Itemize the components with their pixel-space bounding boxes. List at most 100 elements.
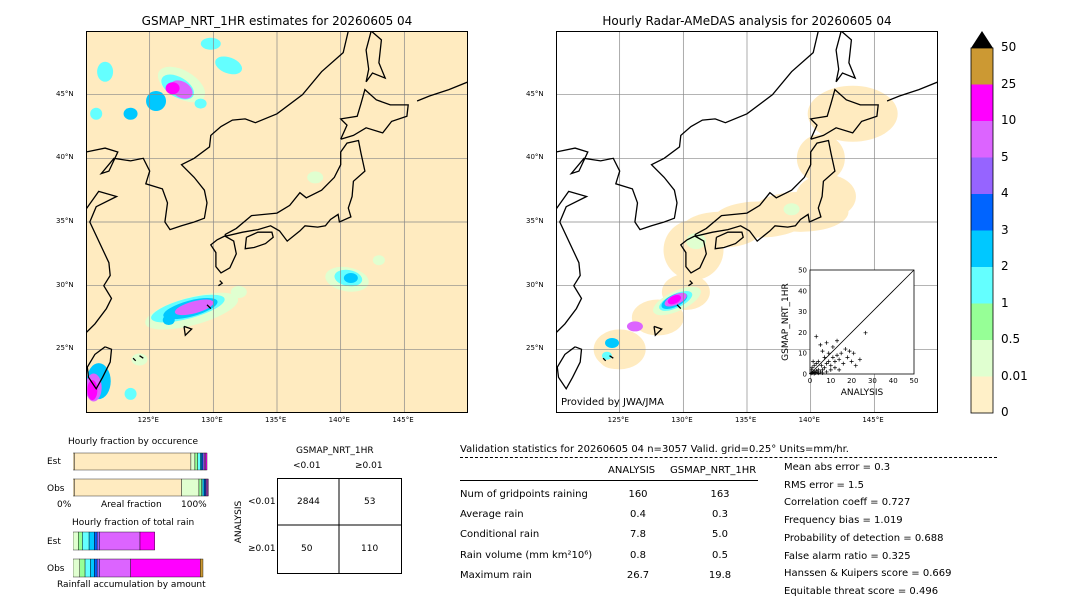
colorbar-extend-arrow xyxy=(971,31,993,48)
bar-segment xyxy=(139,531,155,551)
fraction-total-title: Hourly fraction of total rain xyxy=(72,518,195,528)
scatter-point xyxy=(818,369,823,374)
bar-segment xyxy=(74,478,182,497)
scatter-point xyxy=(830,344,835,349)
bar-segment xyxy=(207,478,209,497)
score-line: False alarm ratio = 0.325 xyxy=(784,550,911,562)
bar-segment xyxy=(74,452,192,471)
scatter-point xyxy=(863,330,868,335)
colorbar-segment xyxy=(971,194,993,231)
scatter-point xyxy=(830,355,835,360)
scatter-point xyxy=(824,369,829,374)
scatter-point xyxy=(857,357,862,362)
one-to-one-line xyxy=(809,269,915,375)
occ-axis-right: 100% xyxy=(181,500,207,510)
left-map-title: GSMAP_NRT_1HR estimates for 20260605 04 xyxy=(141,14,413,28)
colorbar-segment xyxy=(971,303,993,340)
colorbar-segment xyxy=(971,230,993,267)
colorbar-label: 0.01 xyxy=(1001,368,1028,383)
lat-label: 35°N xyxy=(526,217,544,225)
lon-label: 130°E xyxy=(201,416,223,424)
scatter-point xyxy=(814,334,819,339)
scatter-xtick: 10 xyxy=(826,377,835,385)
right-map-title: Hourly Radar-AMeDAS analysis for 2026060… xyxy=(602,14,892,28)
score-line: RMS error = 1.5 xyxy=(784,479,864,491)
bar-segment xyxy=(197,452,201,471)
scatter-point xyxy=(822,355,827,360)
colorbar-segment xyxy=(971,48,993,85)
scatter-point xyxy=(826,351,831,356)
scatter-point xyxy=(826,359,831,364)
colorbar-label: 25 xyxy=(1001,76,1017,91)
scatter-point xyxy=(837,357,842,362)
colorbar-label: 3 xyxy=(1001,222,1009,237)
bar-segment xyxy=(204,478,206,497)
bar-segment xyxy=(206,478,208,497)
scatter-point xyxy=(843,347,848,352)
cell-yn: 50 xyxy=(301,544,313,554)
occ-axis-left: 0% xyxy=(57,500,72,510)
scatter-point xyxy=(822,365,827,370)
lon-label: 125°E xyxy=(137,416,159,424)
scatter-point xyxy=(847,349,852,354)
lat-label: 25°N xyxy=(56,344,74,353)
lon-label: 145°E xyxy=(862,416,884,424)
lat-label: 25°N xyxy=(526,344,544,353)
bar-segment xyxy=(201,452,204,471)
scatter-point xyxy=(812,363,817,368)
scatter-point xyxy=(832,359,837,364)
lon-label: 135°E xyxy=(735,416,757,424)
lat-label: 30°N xyxy=(56,280,74,289)
scatter-xtick: 0 xyxy=(808,377,812,385)
scatter-ylabel: GSMAP_NRT_1HR xyxy=(781,283,791,361)
scatter-point xyxy=(809,367,814,372)
bar-segment xyxy=(90,558,95,578)
scatter-point xyxy=(810,365,815,370)
scatter-point xyxy=(820,370,825,375)
fraction-occurrence-bars xyxy=(73,452,209,497)
contingency-row-0: <0.01 xyxy=(248,497,276,507)
colorbar-segment xyxy=(971,84,993,121)
scatter-ytick: 20 xyxy=(798,329,807,337)
stat-label: Average rain xyxy=(460,509,524,521)
scatter-point xyxy=(816,371,821,376)
bar-segment xyxy=(194,452,198,471)
scatter-point xyxy=(845,355,850,360)
lat-label: 45°N xyxy=(526,89,544,98)
score-line: Probability of detection = 0.688 xyxy=(784,532,944,544)
bar-segment xyxy=(130,558,201,578)
colorbar-label: 4 xyxy=(1001,186,1009,200)
lon-label: 140°E xyxy=(798,416,820,424)
colorbar-label: 1 xyxy=(1001,295,1009,310)
bar-segment xyxy=(73,531,79,551)
contingency-grid xyxy=(277,478,402,574)
colorbar-label: 5 xyxy=(1001,149,1009,164)
stat-label: Rain volume (mm km²10⁶) xyxy=(460,549,593,561)
scatter-point xyxy=(828,367,833,372)
stat-gsmap: 0.5 xyxy=(712,549,728,561)
scatter-point xyxy=(816,359,821,364)
colorbar-segment xyxy=(971,157,993,194)
bar-segment xyxy=(96,531,101,551)
contingency-title: GSMAP_NRT_1HR xyxy=(296,446,374,456)
scatter-point xyxy=(812,371,817,376)
scatter-point xyxy=(819,363,824,368)
bar-segment xyxy=(205,452,208,471)
scatter-point xyxy=(820,349,825,354)
lon-label: 125°E xyxy=(607,416,629,424)
score-line: Frequency bias = 1.019 xyxy=(784,515,903,527)
scatter-point xyxy=(824,361,829,366)
lat-label: 45°N xyxy=(56,89,74,98)
contingency-col-1: ≥0.01 xyxy=(355,461,383,471)
stat-label: Conditional rain xyxy=(460,529,540,541)
scatter-point xyxy=(841,361,846,366)
stat-label: Maximum rain xyxy=(460,569,532,581)
colorbar-label: 2 xyxy=(1001,259,1009,273)
lon-label: 135°E xyxy=(265,416,287,424)
bar-segment xyxy=(99,531,141,551)
bar-segment xyxy=(202,478,205,497)
scatter-ytick: 30 xyxy=(798,308,807,316)
bar-segment xyxy=(73,452,75,471)
colorbar-label: 0 xyxy=(1001,405,1009,419)
score-line: Mean abs error = 0.3 xyxy=(784,462,891,473)
